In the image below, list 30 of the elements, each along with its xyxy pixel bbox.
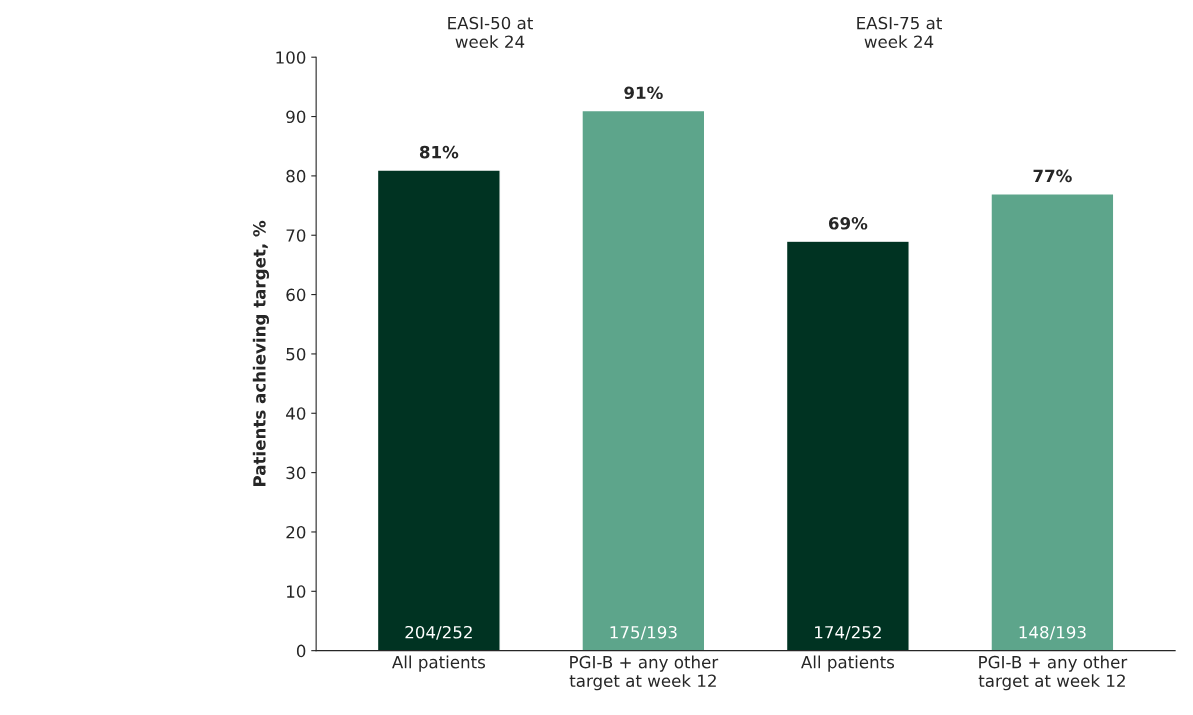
y-tick-label: 20 xyxy=(286,525,306,539)
data-label: 81% xyxy=(419,145,459,159)
y-tick-label: 10 xyxy=(287,585,306,598)
data-label: 69% xyxy=(828,217,868,230)
y-tick-label: 70 xyxy=(286,229,306,242)
y-tick-label: 90 xyxy=(286,110,306,124)
x-tick-label: PGI-B + any other target at week 12 xyxy=(978,655,1128,691)
annotation: 204/252 xyxy=(405,625,472,640)
y-tick-label: 60 xyxy=(286,288,306,302)
y-tick-label: 40 xyxy=(286,407,306,420)
y-axis-title: Patients achieving target, % xyxy=(252,220,270,486)
bar xyxy=(581,109,706,651)
bar xyxy=(990,192,1115,651)
y-tick-label: 30 xyxy=(286,466,306,480)
y-tick-label: 100 xyxy=(276,51,306,64)
annotation: 174/252 xyxy=(815,625,881,640)
annotation: 148/193 xyxy=(1019,625,1086,640)
x-tick-label: All patients xyxy=(801,655,895,672)
bar xyxy=(785,240,910,651)
x-tick-label: PGI-B + any other target at week 12 xyxy=(569,655,719,691)
y-tick-label: 50 xyxy=(286,347,306,361)
x-tick-label: All patients xyxy=(392,655,486,672)
data-label: 77% xyxy=(1033,169,1072,183)
text: EASI-75 at week 24 xyxy=(857,16,942,49)
text: EASI-50 at week 24 xyxy=(448,16,533,49)
y-tick-label: 80 xyxy=(286,169,306,183)
data-label: 91% xyxy=(624,86,663,100)
bar xyxy=(376,169,501,651)
annotation: 175/193 xyxy=(610,625,677,640)
y-tick-label: 0 xyxy=(296,644,306,658)
